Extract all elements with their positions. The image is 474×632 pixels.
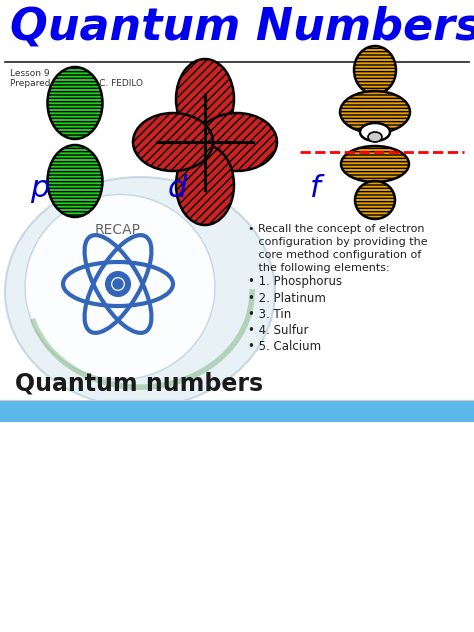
Ellipse shape <box>176 59 234 139</box>
Text: Quantum numbers: Quantum numbers <box>15 372 263 396</box>
Text: • 3. Tin: • 3. Tin <box>248 308 291 320</box>
Text: RECAP: RECAP <box>95 223 141 237</box>
Text: • 4. Sulfur: • 4. Sulfur <box>248 324 309 336</box>
Ellipse shape <box>25 195 215 379</box>
Text: Quantum Numbers: Quantum Numbers <box>10 6 474 49</box>
Text: f: f <box>310 174 321 203</box>
Ellipse shape <box>113 279 123 289</box>
Ellipse shape <box>5 177 275 407</box>
Text: the following elements:: the following elements: <box>248 263 390 273</box>
Text: configuration by providing the: configuration by providing the <box>248 237 428 247</box>
Text: Prepared by: DAISY C. FEDILO: Prepared by: DAISY C. FEDILO <box>10 78 143 87</box>
Ellipse shape <box>133 113 213 171</box>
Text: • Recall the concept of electron: • Recall the concept of electron <box>248 224 425 234</box>
Text: Lesson 9: Lesson 9 <box>10 70 50 78</box>
Ellipse shape <box>355 181 395 219</box>
Text: d: d <box>168 174 187 203</box>
Ellipse shape <box>110 276 126 292</box>
Ellipse shape <box>176 145 234 225</box>
Ellipse shape <box>368 132 382 142</box>
Text: • 2. Platinum: • 2. Platinum <box>248 291 326 305</box>
FancyBboxPatch shape <box>0 400 474 422</box>
Ellipse shape <box>197 113 277 171</box>
Ellipse shape <box>47 67 102 139</box>
Text: core method configuration of: core method configuration of <box>248 250 421 260</box>
Text: • 5. Calcium: • 5. Calcium <box>248 339 321 353</box>
Ellipse shape <box>106 272 130 296</box>
Ellipse shape <box>360 123 390 141</box>
Ellipse shape <box>340 91 410 133</box>
Ellipse shape <box>47 145 102 217</box>
Text: p: p <box>30 174 49 203</box>
Ellipse shape <box>341 146 409 182</box>
Ellipse shape <box>354 46 396 94</box>
Text: • 1. Phosphorus: • 1. Phosphorus <box>248 276 342 288</box>
